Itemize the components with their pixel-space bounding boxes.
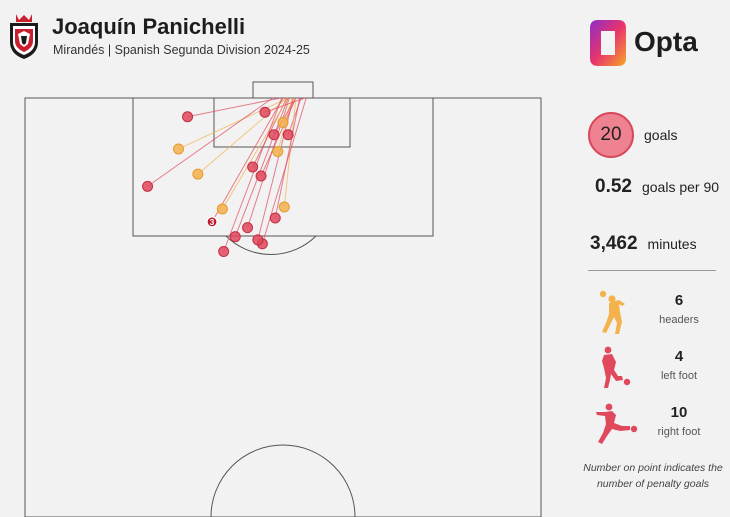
penalty-goal-point — [206, 216, 218, 228]
shot-line — [261, 97, 307, 244]
right-foot-count: 10 — [670, 404, 688, 421]
headers-label: headers — [659, 314, 699, 326]
minutes-stat: 3,462 minutes — [588, 233, 697, 255]
goal-point — [255, 170, 267, 182]
header-player-icon — [599, 290, 625, 334]
goal-point — [173, 143, 185, 155]
player-name: Joaquín Panichelli — [52, 14, 246, 39]
left-foot-label: left foot — [660, 370, 698, 382]
left-foot-count: 4 — [674, 348, 684, 365]
minutes-label: minutes — [647, 236, 697, 252]
goal-point — [277, 117, 289, 129]
shot-line — [178, 97, 289, 150]
shot-line — [223, 97, 283, 252]
goals-per-90-label: goals per 90 — [641, 179, 720, 195]
goal-point — [229, 231, 241, 243]
goal-point — [218, 246, 230, 258]
goal-point — [268, 129, 280, 141]
goals-per-90-stat: 0.52 goals per 90 — [588, 176, 719, 198]
goal-point — [182, 111, 194, 123]
shot-line — [211, 97, 284, 223]
shot-line — [274, 97, 301, 219]
subtitle: Mirandés | Spanish Segunda Division 2024… — [53, 43, 310, 57]
club-crest-icon — [10, 14, 38, 59]
opta-brand: Opta — [588, 18, 718, 68]
goal-frame — [252, 81, 314, 99]
penalty-note: Number on point indicates the number of … — [583, 462, 723, 490]
penalty-arc — [225, 235, 317, 255]
brand-name: Opta — [634, 26, 698, 57]
goals-stat: 20 goals — [588, 112, 677, 158]
shot-line — [147, 97, 273, 187]
goal-point — [142, 180, 154, 192]
goal-point — [242, 222, 254, 234]
goals-per-90-value: 0.52 — [595, 176, 632, 197]
headers-count: 6 — [674, 292, 684, 309]
shot-line — [197, 97, 288, 175]
goal-point — [282, 129, 294, 141]
opta-logo-icon — [590, 20, 626, 66]
goal-point — [192, 168, 204, 180]
goal-point — [216, 203, 228, 215]
goal-point — [252, 234, 264, 246]
penalty-count-label: 3 — [210, 217, 215, 227]
goal-point — [269, 212, 281, 224]
right-foot-player-icon — [596, 403, 638, 444]
goal-point — [259, 106, 271, 118]
minutes-value: 3,462 — [590, 233, 638, 254]
left-foot-breakdown: 4 left foot — [592, 346, 716, 392]
centre-circle — [210, 444, 356, 517]
right-foot-breakdown: 10 right foot — [592, 402, 716, 448]
goal-point — [272, 146, 284, 158]
pitch-outline — [24, 97, 542, 517]
stats-divider — [588, 270, 716, 271]
goals-value: 20 — [588, 112, 634, 158]
right-foot-label: right foot — [657, 426, 701, 438]
headers-breakdown: 6 headers — [592, 290, 716, 336]
goals-label: goals — [644, 127, 678, 143]
goal-point — [278, 201, 290, 213]
goal-point — [247, 161, 259, 173]
shot-line — [221, 97, 289, 210]
shot-line — [187, 97, 281, 118]
left-foot-player-icon — [602, 346, 631, 388]
